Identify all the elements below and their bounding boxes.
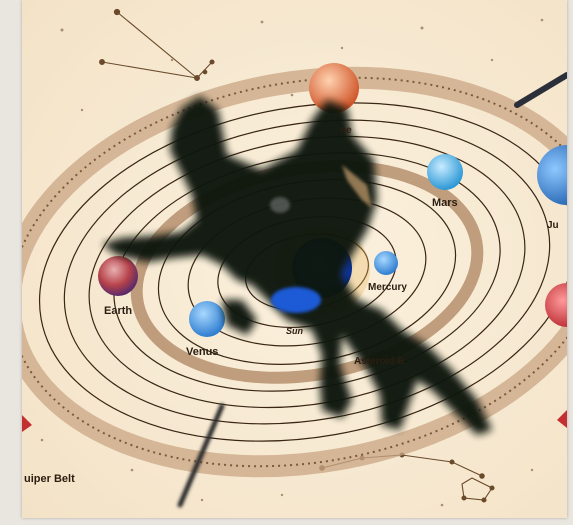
- red-planet: [545, 283, 567, 327]
- sun-reflection: [271, 287, 321, 313]
- label-mercury: Mercury: [368, 282, 407, 293]
- dark-silhouette: [102, 96, 492, 435]
- label-asteroid-belt: Asteroid B: [354, 356, 405, 367]
- comets: [22, 72, 567, 508]
- outer-belt: [22, 66, 567, 478]
- jupiter-planet: [537, 145, 567, 205]
- constellation-top: [99, 8, 215, 81]
- label-neptune: ne: [340, 125, 352, 136]
- venus-planet: [189, 301, 225, 337]
- star-field: [40, 18, 544, 507]
- label-venus: Venus: [186, 346, 218, 358]
- silhouette-highlights: [270, 165, 372, 213]
- neptune-planet: [309, 63, 359, 113]
- mars-planet: [427, 154, 463, 190]
- earth-planet: [98, 256, 138, 296]
- label-jupiter: Ju: [547, 220, 559, 231]
- solar-system-illustration: ne Mars Earth Venus Sun Mercury Asteroid…: [22, 0, 567, 518]
- mercury-planet: [374, 251, 398, 275]
- label-sun: Sun: [286, 326, 304, 336]
- label-kuiper-belt: uiper Belt: [24, 473, 75, 485]
- label-mars: Mars: [432, 197, 458, 209]
- solar-system-photo: ne Mars Earth Venus Sun Mercury Asteroid…: [22, 0, 567, 518]
- label-earth: Earth: [104, 305, 132, 317]
